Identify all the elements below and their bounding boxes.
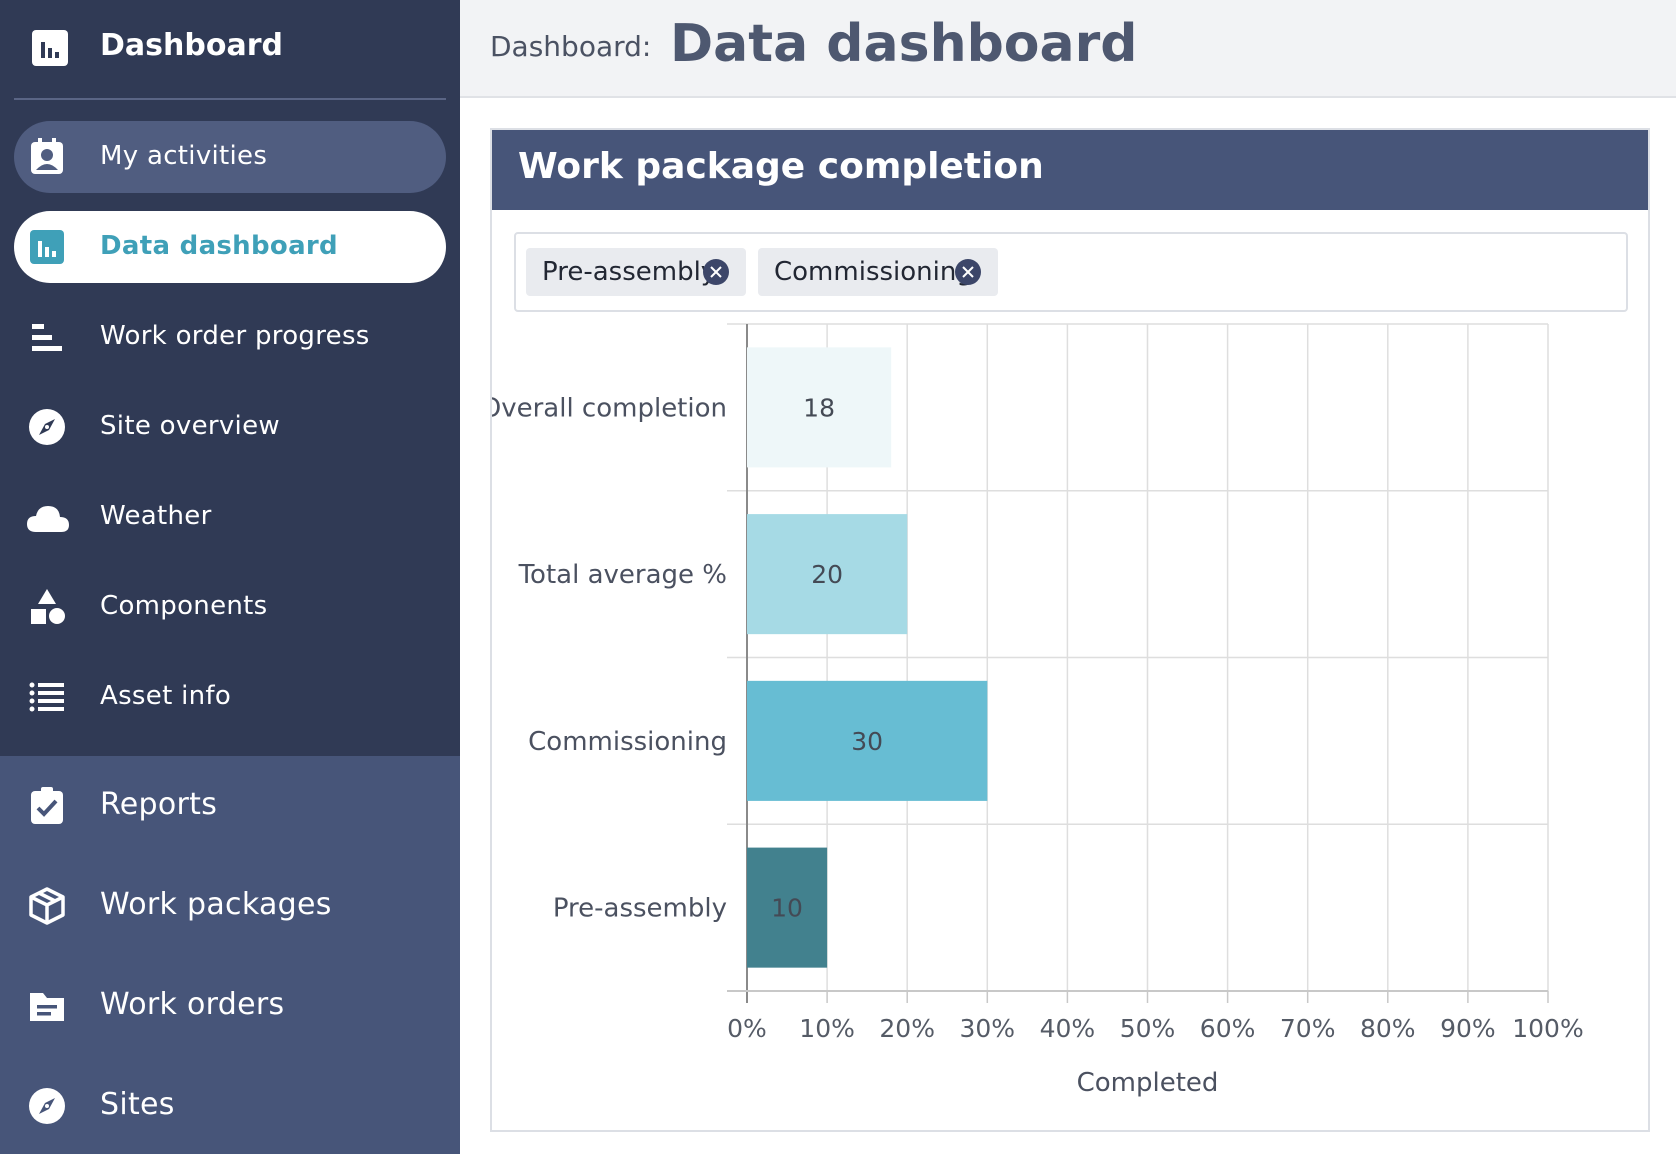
page-title: Data dashboard <box>670 14 1138 74</box>
bar-chart-icon <box>30 230 64 264</box>
clipboard-check-icon <box>31 787 63 824</box>
sidebar-item-sites[interactable]: Sites <box>14 1070 446 1142</box>
x-tick-label: 0% <box>727 1014 767 1043</box>
chart-canvas: 0% 10% 20% 30% 40% 50% 60% 70% 80% 90% 100% 18 Overa… <box>492 323 1584 1098</box>
x-tick-label: 70% <box>1280 1014 1336 1043</box>
folder-icon <box>30 993 64 1021</box>
x-tick-label: 80% <box>1360 1014 1416 1043</box>
sidebar-item-label: Work packages <box>100 887 332 922</box>
shapes-icon <box>31 589 65 624</box>
sidebar-item-asset-info[interactable]: Asset info <box>14 661 446 733</box>
filter-chip: Commissioning <box>758 248 998 296</box>
progress-bars-icon <box>32 324 62 351</box>
sidebar-item-label: Work order progress <box>100 321 370 351</box>
category-label: Pre-assembly <box>553 894 727 924</box>
breadcrumb[interactable]: Dashboard: <box>490 30 652 63</box>
sidebar-item-my-activities[interactable]: My activities <box>14 121 446 193</box>
bar <box>747 514 908 635</box>
x-tick-label: 50% <box>1120 1014 1176 1043</box>
x-tick-label: 60% <box>1200 1014 1256 1043</box>
filter-chip-label: Pre-assembly <box>542 257 717 287</box>
bar-value-label: 30 <box>851 727 883 756</box>
card-title: Work package completion <box>518 146 1044 187</box>
x-tick-label: 10% <box>799 1014 855 1043</box>
sidebar-item-site-overview[interactable]: Site overview <box>14 391 446 463</box>
bar-value-label: 20 <box>811 560 843 589</box>
card-header: Work package completion <box>492 130 1648 210</box>
bar <box>747 347 892 468</box>
contact-badge-icon <box>31 138 63 174</box>
sidebar-item-weather[interactable]: Weather <box>14 481 446 553</box>
sidebar-item-label: Reports <box>100 787 218 822</box>
sidebar-item-label: Weather <box>100 501 212 531</box>
bar-value-label: 10 <box>771 894 803 923</box>
sidebar-item-reports[interactable]: Reports <box>14 770 446 842</box>
category-label: Commissioning <box>528 727 727 757</box>
close-icon[interactable] <box>954 258 982 286</box>
sidebar-item-work-orders[interactable]: Work orders <box>14 970 446 1042</box>
sidebar-item-label: Asset info <box>100 681 232 711</box>
bar <box>747 680 988 801</box>
sidebar: Dashboard My activities Data dashboard W… <box>0 0 460 1154</box>
sidebar-item-components[interactable]: Components <box>14 571 446 643</box>
sidebar-item-label: Site overview <box>100 411 280 441</box>
x-tick-label: 90% <box>1440 1014 1496 1043</box>
compass-icon <box>29 409 65 445</box>
sidebar-item-label: Components <box>100 591 268 621</box>
bar-chart-icon <box>32 30 68 66</box>
category-label: Overall completion <box>492 393 727 423</box>
sidebar-item-work-order-progress[interactable]: Work order progress <box>14 301 446 373</box>
x-tick-label: 100% <box>1512 1014 1583 1043</box>
sidebar-brand[interactable]: Dashboard <box>0 0 460 96</box>
sidebar-divider <box>14 98 446 100</box>
cloud-icon <box>27 506 69 532</box>
list-icon <box>29 682 64 712</box>
sidebar-item-label: Sites <box>100 1087 175 1122</box>
work-package-completion-card: Work package completion Pre-assembly Com… <box>490 128 1650 1132</box>
bar <box>747 847 828 968</box>
sidebar-item-label: Work orders <box>100 987 285 1022</box>
sidebar-brand-label: Dashboard <box>100 28 283 63</box>
compass-icon <box>29 1088 65 1124</box>
filter-select[interactable]: Pre-assembly Commissioning <box>514 232 1628 312</box>
page-header: Dashboard: Data dashboard <box>460 0 1676 98</box>
filter-chip: Pre-assembly <box>526 248 746 296</box>
close-icon[interactable] <box>702 258 730 286</box>
x-tick-label: 40% <box>1040 1014 1096 1043</box>
sidebar-item-label: Data dashboard <box>100 231 338 261</box>
filter-chip-label: Commissioning <box>774 257 973 287</box>
x-tick-label: 20% <box>879 1014 935 1043</box>
package-icon <box>29 887 65 925</box>
x-axis-title: Completed <box>1077 1068 1219 1098</box>
completion-bar-chart: 0% 10% 20% 30% 40% 50% 60% 70% 80% 90% 100% 18 Overa… <box>492 316 1648 1116</box>
category-label: Total average % <box>518 560 727 590</box>
sidebar-item-data-dashboard[interactable]: Data dashboard <box>14 211 446 283</box>
sidebar-item-work-packages[interactable]: Work packages <box>14 870 446 942</box>
sidebar-item-label: My activities <box>100 141 268 171</box>
bar-value-label: 18 <box>803 393 835 422</box>
x-tick-label: 30% <box>960 1014 1016 1043</box>
